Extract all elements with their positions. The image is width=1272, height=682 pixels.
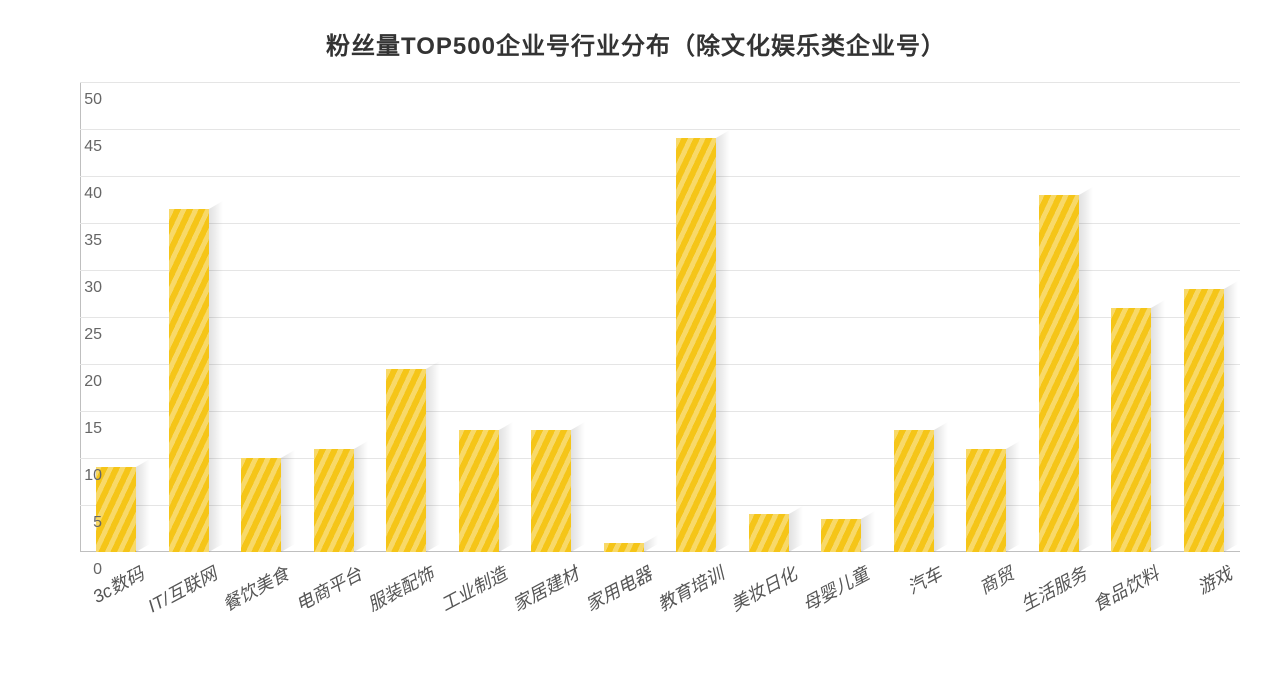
bar (1184, 289, 1224, 552)
bar-shadow (789, 506, 803, 552)
bar (676, 138, 716, 552)
bar (169, 209, 209, 552)
bar (96, 467, 136, 552)
bar-shadow (209, 201, 223, 552)
y-tick-label: 15 (62, 420, 102, 438)
bar (1039, 195, 1079, 552)
bar (241, 458, 281, 552)
bar-shadow (1079, 187, 1093, 552)
bar-fill (169, 209, 209, 552)
bar (314, 449, 354, 552)
bar-fill (821, 519, 861, 552)
y-tick-label: 25 (62, 326, 102, 344)
bar-fill (1184, 289, 1224, 552)
bar-shadow (1224, 281, 1238, 552)
bar (531, 430, 571, 552)
x-tick-label: 商贸 (974, 560, 1018, 600)
x-tick-label: 美妆日化 (725, 560, 801, 617)
x-tick-label: 教育培训 (653, 560, 729, 617)
bar-shadow (426, 361, 440, 552)
x-tick-label: 电商平台 (290, 560, 366, 617)
y-tick-label: 5 (62, 514, 102, 532)
bar-shadow (1151, 300, 1165, 552)
bar-fill (459, 430, 499, 552)
grid-line (80, 176, 1240, 177)
bar-shadow (136, 459, 150, 552)
x-tick-label: 汽车 (902, 560, 946, 600)
grid-line (80, 82, 1240, 83)
bar-shadow (1006, 441, 1020, 552)
bar-shadow (716, 130, 730, 552)
y-tick-label: 10 (62, 467, 102, 485)
x-tick-label: 工业制造 (435, 560, 511, 617)
bar-fill (1111, 308, 1151, 552)
grid-line (80, 129, 1240, 130)
bar-fill (314, 449, 354, 552)
bar-shadow (571, 422, 585, 552)
bar-shadow (861, 511, 875, 552)
bar (459, 430, 499, 552)
bar-fill (676, 138, 716, 552)
bar-fill (386, 369, 426, 552)
bar-shadow (499, 422, 513, 552)
bar-fill (749, 514, 789, 552)
bar-shadow (354, 441, 368, 552)
x-tick-label: 母婴儿童 (798, 560, 874, 617)
bar-shadow (934, 422, 948, 552)
x-tick-label: 家用电器 (580, 560, 656, 617)
x-tick-label: 食品饮料 (1088, 560, 1164, 617)
bar-fill (894, 430, 934, 552)
bar (749, 514, 789, 552)
bar (966, 449, 1006, 552)
bar (894, 430, 934, 552)
plot-area (80, 82, 1240, 552)
bar (386, 369, 426, 552)
x-tick-label: 游戏 (1192, 560, 1236, 600)
bar-shadow (281, 450, 295, 552)
bar-fill (241, 458, 281, 552)
x-tick-label: 餐饮美食 (218, 560, 294, 617)
bar (604, 543, 644, 552)
bar (1111, 308, 1151, 552)
x-tick-label: 生活服务 (1015, 560, 1091, 617)
y-tick-label: 40 (62, 185, 102, 203)
bar-fill (96, 467, 136, 552)
bar-shadow (644, 535, 658, 552)
x-tick-label: 服装配饰 (363, 560, 439, 617)
x-tick-label: IT/互联网 (143, 560, 221, 618)
y-tick-label: 20 (62, 373, 102, 391)
y-tick-label: 45 (62, 138, 102, 156)
y-tick-label: 35 (62, 232, 102, 250)
bar-fill (604, 543, 644, 552)
chart-title: 粉丝量TOP500企业号行业分布（除文化娱乐类企业号） (0, 26, 1272, 61)
bar-fill (1039, 195, 1079, 552)
y-tick-label: 0 (62, 561, 102, 579)
y-tick-label: 50 (62, 91, 102, 109)
x-tick-label: 家居建材 (508, 560, 584, 617)
y-tick-label: 30 (62, 279, 102, 297)
bar-fill (966, 449, 1006, 552)
bar (821, 519, 861, 552)
bar-fill (531, 430, 571, 552)
